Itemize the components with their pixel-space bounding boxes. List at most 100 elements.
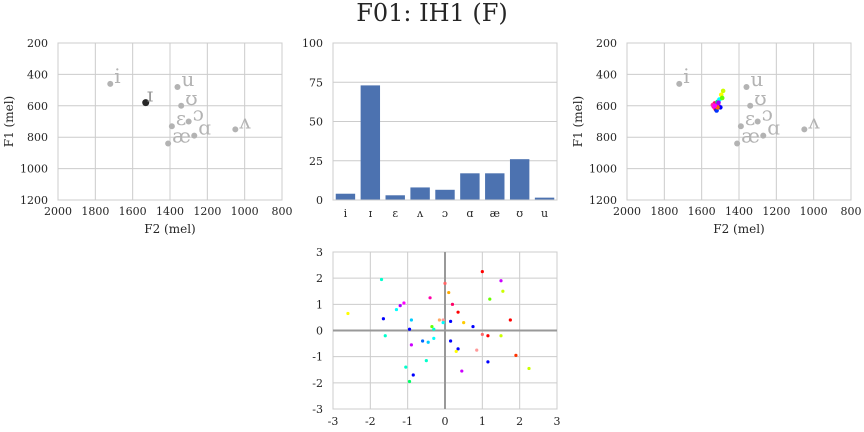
y-tick-label: 1000	[20, 163, 48, 176]
x-tick-label: u	[541, 207, 548, 220]
scatter-point	[409, 343, 413, 347]
scatter-point	[447, 290, 451, 295]
scatter-point	[421, 339, 425, 343]
scatter-point	[488, 297, 492, 301]
y-tick-label: -2	[312, 377, 323, 390]
scatter-point	[449, 319, 453, 323]
y-tick-label: 3	[316, 246, 323, 259]
bar	[534, 197, 555, 200]
y-tick-label: 100	[302, 37, 323, 50]
x-tick-label: i	[344, 207, 348, 220]
vowel-label: ɛ	[745, 106, 755, 130]
x-tick-label: 800	[272, 205, 293, 218]
vowel-point	[760, 132, 767, 139]
vowel-label: i	[114, 64, 120, 88]
axes-frame	[626, 42, 852, 201]
scatter-point	[402, 301, 406, 305]
y-tick-label: 1200	[20, 194, 48, 207]
token-point	[716, 100, 721, 105]
vowel-point	[185, 118, 192, 125]
vowel-bar-panel: 0 25 50 75 100 i ɪ ɛ ʌ ɔ ɑ æ ʊ u	[302, 37, 558, 220]
x-tick-label: ʌ	[416, 207, 424, 220]
scatter-point	[456, 310, 460, 314]
y-tick-label: 0	[316, 194, 323, 207]
vowel-point	[737, 123, 744, 130]
scatter-point	[426, 340, 430, 344]
y-tick-label: 0	[316, 325, 323, 338]
x-tick-label: 3	[554, 415, 561, 428]
scatter-point	[501, 289, 505, 293]
scatter-point	[346, 311, 350, 316]
y-tick-label: 1000	[589, 163, 617, 176]
vowel-point	[747, 102, 754, 109]
x-tick-label: 2000	[44, 205, 72, 218]
x-tick-label: -3	[328, 415, 339, 428]
x-tick-label: æ	[490, 207, 500, 220]
y-tick-label: -1	[312, 351, 323, 364]
scatter-point	[379, 277, 384, 282]
scatter-point	[441, 321, 445, 325]
y-tick-label: 800	[596, 131, 617, 144]
x-tick-label: 1400	[156, 205, 184, 218]
scatter-point	[432, 327, 436, 331]
y-tick-label: 75	[309, 76, 323, 89]
x-tick-label: -2	[365, 415, 376, 428]
scatter-point	[443, 281, 447, 285]
vowel-label: ɔ	[193, 102, 204, 126]
vowel-label: ɔ	[762, 102, 773, 126]
y-tick-label: -3	[312, 403, 323, 416]
scatter-point	[508, 318, 512, 322]
y-tick-label: 400	[27, 68, 48, 81]
vowel-label: ʊ	[185, 86, 197, 110]
axes-frame	[332, 42, 558, 201]
vowel-label: i	[683, 64, 689, 88]
vowel-point	[232, 126, 239, 133]
x-tick-label: 0	[442, 415, 449, 428]
scatter-point	[499, 279, 503, 283]
scatter-point	[430, 324, 434, 329]
x-tick-label: ʊ	[516, 207, 523, 220]
x-tick-label: 1000	[800, 205, 828, 218]
axes-frame	[57, 42, 283, 201]
x-tick-label: 1	[479, 415, 486, 428]
y-tick-label: 200	[596, 37, 617, 50]
x-tick-label: 1200	[762, 205, 790, 218]
scatter-point	[437, 318, 441, 322]
x-tick-label: 1600	[688, 205, 716, 218]
bar	[360, 85, 381, 200]
bottom-scatter-panel: -3 -2 -1 0 1 2 3 -3 -2 -1 0 1 2 3	[312, 246, 560, 428]
bar	[509, 159, 530, 200]
y-tick-label: 50	[309, 116, 323, 129]
x-tick-label: 1600	[119, 205, 147, 218]
x-tick-label: ɑ	[466, 207, 473, 220]
vowel-space-left-panel: 2000 1800 1600 1400 1200 1000 800 200 400 600 800 1…	[2, 37, 293, 236]
scatter-point	[456, 347, 460, 351]
vowel-label: æ	[741, 123, 760, 147]
x-tick-label: 1400	[725, 205, 753, 218]
scatter-point	[462, 321, 466, 325]
bar	[435, 189, 455, 200]
y-tick-label: 800	[27, 131, 48, 144]
vowel-point	[168, 123, 175, 130]
y-tick-label: 600	[27, 100, 48, 113]
token-point	[720, 88, 726, 94]
x-axis-label: F2 (mel)	[713, 222, 764, 236]
scatter-point	[480, 270, 484, 274]
x-tick-label: 2000	[613, 205, 641, 218]
scatter-point	[460, 369, 464, 373]
x-tick-label: 1800	[650, 205, 678, 218]
scatter-point	[394, 307, 399, 312]
scatter-point	[381, 317, 385, 321]
vowel-label: u	[750, 67, 763, 91]
scatter-point	[471, 324, 475, 329]
bar	[485, 173, 505, 200]
vowel-point	[191, 132, 198, 139]
vowel-point	[801, 126, 808, 133]
vowel-point	[743, 83, 750, 90]
scatter-point	[486, 360, 490, 364]
scatter-point	[404, 365, 408, 369]
y-tick-label: 1200	[589, 194, 617, 207]
vowel-label: ʌ	[238, 109, 251, 133]
y-axis-label: F1 (mel)	[571, 96, 585, 147]
